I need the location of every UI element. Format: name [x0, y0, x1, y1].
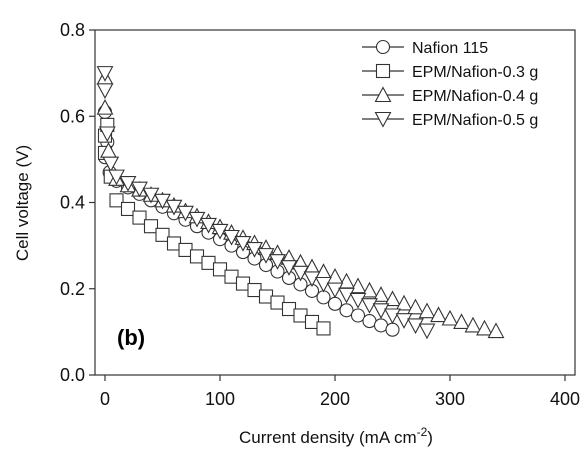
data-point [142, 187, 160, 204]
data-point [246, 242, 263, 258]
series-square [97, 117, 331, 336]
y-axis: 0.0 0.2 0.4 0.6 0.8 [60, 20, 95, 385]
x-axis-title-main: Current density (mA cm [239, 428, 417, 447]
x-axis-title: Current density (mA cm-2) [239, 425, 433, 447]
data-point [102, 156, 120, 173]
legend-marker [375, 39, 391, 55]
x-tick-label: 300 [435, 389, 465, 409]
data-point [132, 210, 147, 225]
data-point [384, 308, 401, 325]
data-point [395, 313, 413, 329]
data-point [280, 260, 298, 276]
legend-entry: Nafion 115 [362, 39, 488, 57]
legend-entry: EPM/Nafion-0.3 g [362, 63, 538, 81]
data-point [223, 229, 240, 246]
data-point [453, 313, 470, 330]
data-point [316, 321, 331, 336]
x-tick-label: 200 [320, 389, 350, 409]
data-point [188, 211, 206, 228]
data-point [372, 286, 390, 302]
data-point [212, 262, 228, 277]
data-point [430, 306, 447, 323]
data-point [349, 277, 367, 294]
data-series-layer [96, 66, 505, 340]
y-tick-label: 0.8 [60, 20, 85, 40]
data-point [96, 66, 114, 82]
x-tick-label: 0 [100, 389, 110, 409]
legend-marker [374, 86, 392, 103]
y-axis-title: Cell voltage (V) [13, 145, 32, 261]
data-point [109, 193, 124, 208]
series-triangle-down [96, 66, 436, 340]
data-point [303, 271, 321, 288]
data-point [385, 322, 400, 337]
legend-marker [374, 111, 392, 128]
data-point [154, 193, 171, 210]
data-point [418, 302, 436, 319]
data-point [464, 316, 482, 333]
data-point [326, 282, 344, 299]
x-axis-title-superscript: -2 [417, 425, 428, 439]
x-tick-label: 100 [205, 389, 235, 409]
data-point [372, 303, 390, 319]
data-point [441, 309, 459, 326]
data-point [476, 319, 493, 336]
data-point [211, 223, 229, 240]
data-point [339, 303, 354, 318]
legend-label: EPM/Nafion-0.3 g [412, 64, 538, 81]
x-tick-label: 400 [550, 389, 580, 409]
data-point [327, 296, 343, 311]
data-point [96, 98, 114, 115]
y-tick-label: 0.4 [60, 193, 85, 213]
data-point [487, 322, 505, 339]
y-tick-label: 0.6 [60, 106, 85, 126]
data-point [316, 290, 331, 305]
data-point [119, 176, 137, 192]
data-point [177, 205, 194, 222]
data-point [407, 318, 424, 335]
data-point [315, 276, 332, 293]
data-point [98, 126, 116, 143]
panel-label: (b) [117, 325, 145, 350]
data-point [131, 181, 148, 198]
legend-entry: EPM/Nafion-0.5 g [362, 111, 538, 129]
data-point [350, 308, 366, 323]
x-axis: 0 100 200 300 400 [100, 375, 580, 409]
data-point [143, 219, 159, 234]
data-point [418, 323, 436, 340]
data-point [361, 298, 378, 314]
data-point [338, 287, 355, 304]
data-point [292, 265, 309, 282]
legend-marker [375, 63, 391, 79]
data-point [120, 201, 136, 217]
x-axis-title-close: ) [427, 428, 433, 447]
data-point [96, 83, 114, 100]
data-point [407, 298, 424, 315]
legend-label: Nafion 115 [412, 40, 488, 57]
data-point [395, 294, 413, 311]
data-point [155, 227, 170, 242]
data-point [269, 254, 286, 270]
data-point [349, 292, 367, 309]
legend: Nafion 115 EPM/Nafion-0.3 g EPM/Nafion-0.4… [362, 39, 538, 129]
data-point [257, 248, 275, 264]
data-point [165, 199, 183, 216]
series-triangle-up [96, 68, 505, 339]
legend-label: EPM/Nafion-0.5 g [412, 112, 538, 129]
legend-label: EPM/Nafion-0.4 g [412, 88, 538, 105]
data-point [384, 290, 401, 307]
y-tick-label: 0.0 [60, 365, 85, 385]
legend-entry: EPM/Nafion-0.4 g [362, 86, 538, 105]
y-tick-label: 0.2 [60, 279, 85, 299]
data-point [200, 217, 217, 234]
data-point [234, 235, 252, 252]
